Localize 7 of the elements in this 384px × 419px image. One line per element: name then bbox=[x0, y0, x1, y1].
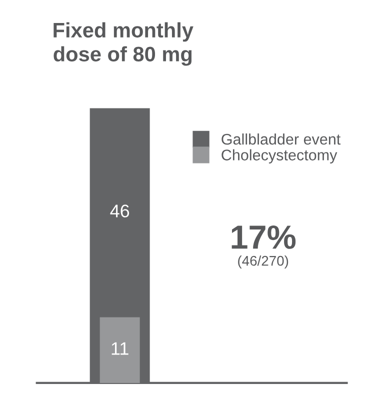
legend-label: Gallbladder event bbox=[222, 133, 341, 145]
annotation: (46/270) bbox=[238, 256, 288, 268]
annotation: 17% bbox=[232, 225, 296, 249]
data-label: 11 bbox=[112, 342, 128, 355]
legend-label: Cholecystectomy bbox=[222, 149, 338, 164]
data-label: 46 bbox=[110, 204, 130, 218]
chart-title: Fixed monthly dose of 80 mg bbox=[54, 22, 194, 66]
